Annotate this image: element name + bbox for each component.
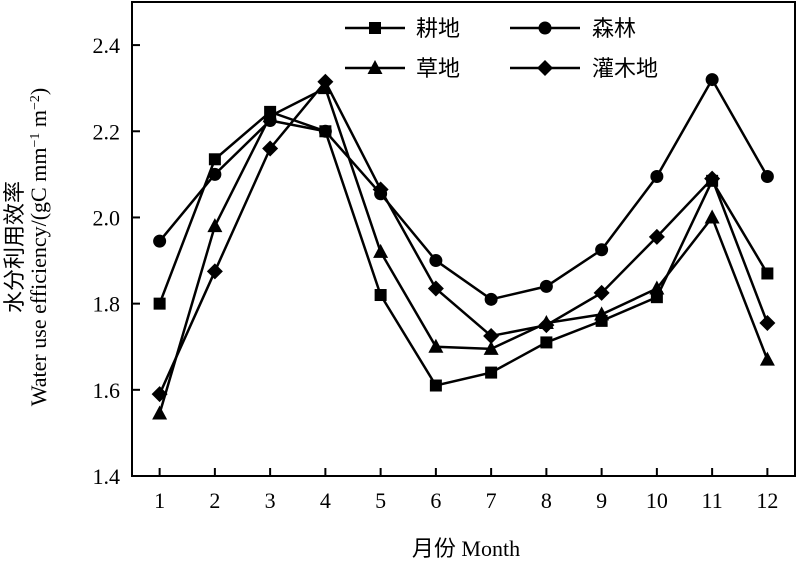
data-point bbox=[539, 279, 553, 293]
y-axis-ticks: 1.4 1.6 1.8 2.0 2.2 2.4 bbox=[93, 33, 140, 489]
series-diamond bbox=[151, 73, 776, 403]
data-point bbox=[648, 228, 665, 245]
x-tick-label: 1 bbox=[154, 488, 165, 513]
y-axis-title-line2: Water use efficiency/(gC mm−1 m−2) bbox=[26, 88, 51, 406]
data-point bbox=[429, 254, 443, 268]
x-tick-label: 6 bbox=[430, 488, 441, 513]
data-point bbox=[759, 351, 775, 366]
series-line bbox=[158, 79, 769, 395]
data-point bbox=[207, 218, 223, 233]
data-point bbox=[759, 315, 776, 332]
y-axis-title-sup1: −1 bbox=[28, 133, 43, 148]
data-point bbox=[540, 336, 553, 349]
data-point bbox=[485, 366, 498, 379]
x-tick-label: 7 bbox=[486, 488, 497, 513]
x-tick-label: 5 bbox=[375, 488, 386, 513]
legend-marker bbox=[369, 22, 381, 34]
x-axis-ticks: 1 2 3 4 5 6 7 8 9 10 11 12 bbox=[154, 468, 778, 513]
y-axis-title-prefix: Water use efficiency/(gC mm bbox=[26, 148, 51, 407]
y-tick-label: 2.0 bbox=[93, 205, 121, 230]
data-point bbox=[153, 234, 167, 248]
data-point bbox=[483, 327, 500, 344]
data-point bbox=[317, 73, 334, 90]
data-point bbox=[705, 73, 719, 87]
data-point bbox=[704, 170, 721, 187]
data-point bbox=[593, 284, 610, 301]
series-line bbox=[158, 86, 769, 414]
data-point bbox=[208, 153, 221, 166]
plot-border bbox=[131, 1, 796, 477]
data-point bbox=[374, 289, 387, 302]
y-tick-label: 1.6 bbox=[93, 378, 121, 403]
x-tick-label: 4 bbox=[320, 488, 331, 513]
data-point bbox=[262, 140, 279, 157]
y-axis-title-mid: m bbox=[26, 110, 51, 133]
legend-label: 灌木地 bbox=[592, 57, 658, 82]
legend-item: 灌木地 bbox=[510, 57, 658, 82]
plot-frame bbox=[131, 1, 796, 477]
x-tick-label: 11 bbox=[702, 488, 723, 513]
legend-label: 耕地 bbox=[416, 17, 460, 42]
data-point bbox=[152, 405, 168, 420]
data-point bbox=[429, 379, 442, 392]
data-point bbox=[704, 209, 720, 224]
y-axis-title-line1: 水分利用效率 bbox=[2, 181, 27, 313]
data-point bbox=[483, 340, 499, 355]
data-point bbox=[761, 267, 774, 280]
data-point bbox=[428, 338, 444, 353]
x-axis-title: 月份 Month bbox=[412, 536, 520, 561]
x-tick-label: 3 bbox=[265, 488, 276, 513]
data-point bbox=[318, 124, 332, 138]
legend-marker bbox=[538, 21, 552, 35]
series-circle bbox=[153, 73, 774, 306]
legend-marker bbox=[537, 60, 553, 76]
data-point bbox=[427, 280, 444, 297]
data-point bbox=[208, 167, 222, 181]
legend-item: 森林 bbox=[510, 17, 636, 42]
data-point bbox=[373, 243, 389, 258]
x-tick-label: 10 bbox=[646, 488, 668, 513]
x-tick-label: 8 bbox=[541, 488, 552, 513]
data-point bbox=[151, 386, 168, 403]
legend-label: 森林 bbox=[592, 17, 636, 42]
data-point bbox=[206, 263, 223, 280]
data-point bbox=[594, 306, 610, 321]
data-point bbox=[760, 170, 774, 184]
data-point bbox=[650, 170, 664, 184]
data-point bbox=[595, 243, 609, 257]
y-tick-label: 1.8 bbox=[93, 292, 121, 317]
y-tick-label: 1.4 bbox=[93, 464, 121, 489]
x-tick-label: 9 bbox=[596, 488, 607, 513]
y-tick-label: 2.4 bbox=[93, 33, 121, 58]
y-axis-title-suffix: ) bbox=[26, 88, 51, 95]
y-axis-title-sup2: −2 bbox=[28, 95, 43, 110]
data-point bbox=[372, 181, 389, 198]
legend-item: 耕地 bbox=[345, 17, 460, 42]
x-tick-label: 2 bbox=[209, 488, 220, 513]
legend-item: 草地 bbox=[345, 57, 460, 82]
x-tick-label: 12 bbox=[756, 488, 778, 513]
legend-label: 草地 bbox=[416, 57, 460, 82]
series-layer bbox=[151, 73, 776, 420]
series-line bbox=[158, 77, 769, 301]
data-point bbox=[649, 280, 665, 295]
legend-marker bbox=[367, 60, 383, 74]
data-point bbox=[538, 317, 555, 334]
y-tick-label: 2.2 bbox=[93, 119, 121, 144]
data-point bbox=[153, 297, 166, 310]
series-triangle bbox=[152, 80, 775, 420]
data-point bbox=[484, 292, 498, 306]
data-point bbox=[262, 108, 278, 123]
y-axis-title: 水分利用效率 Water use efficiency/(gC mm−1 m−2… bbox=[2, 88, 51, 406]
